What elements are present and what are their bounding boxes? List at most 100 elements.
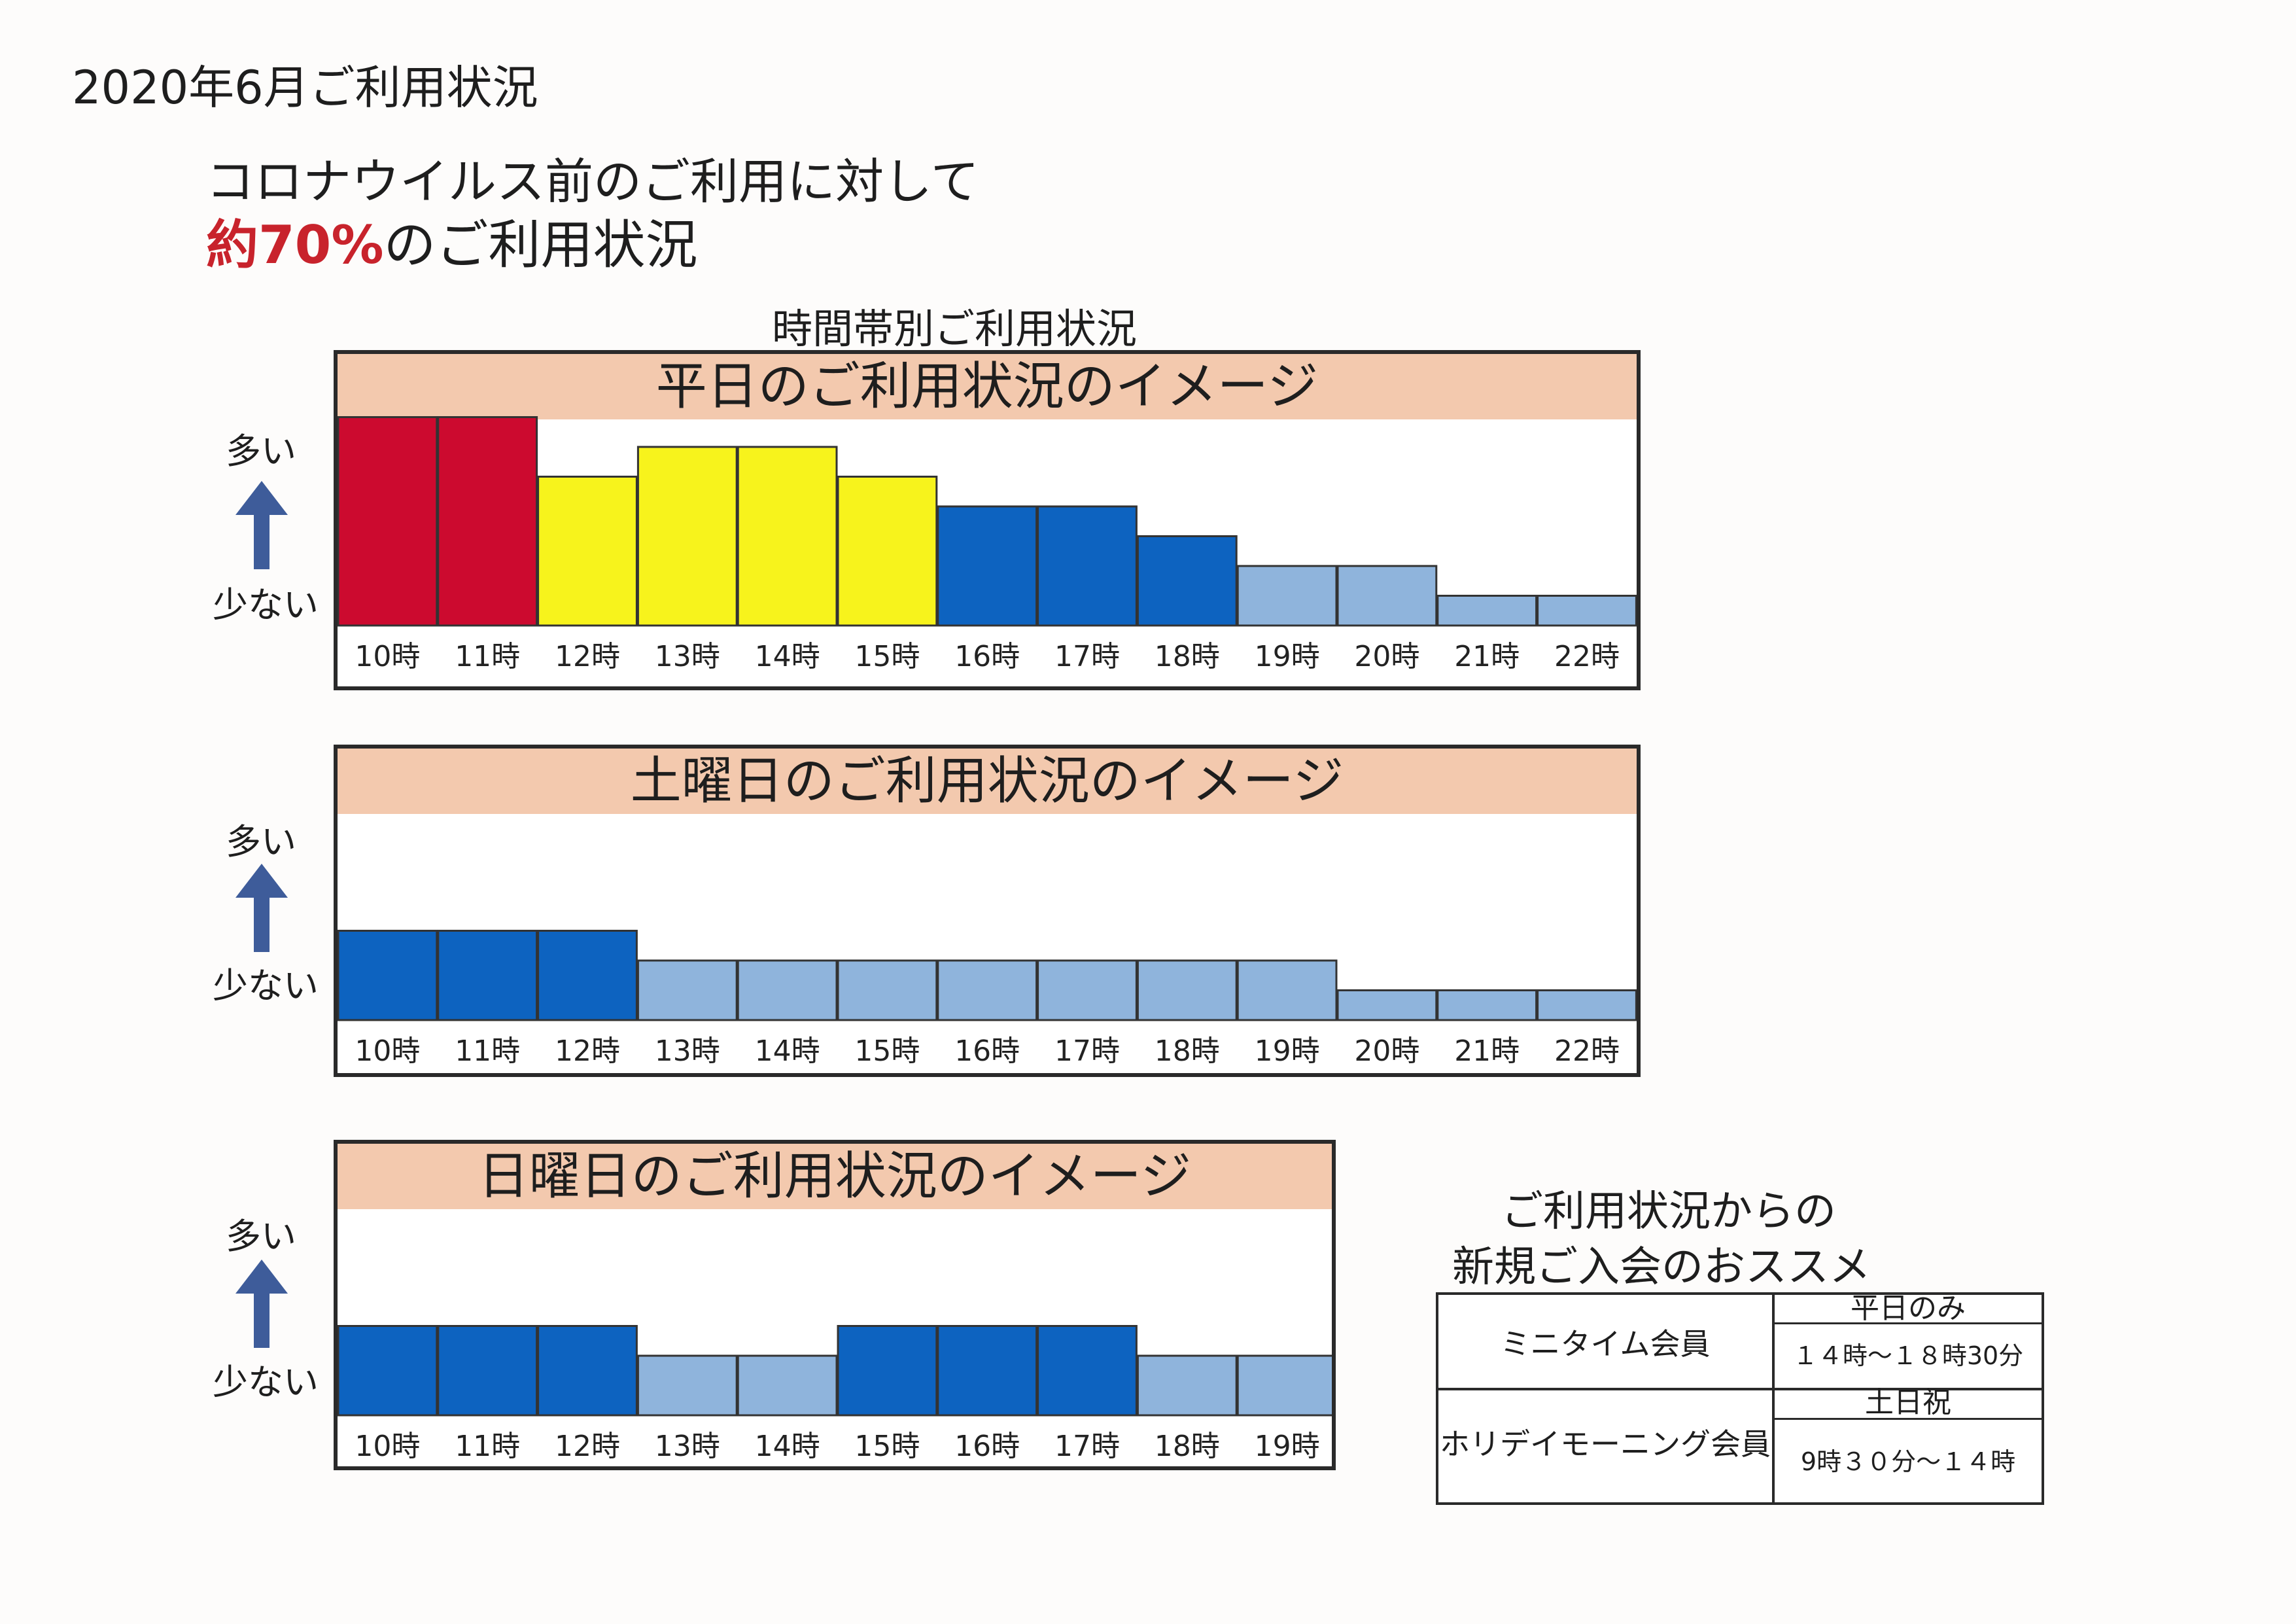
weekday-bar-16時 xyxy=(937,505,1038,627)
plan-name-holiday-morning: ホリデイモーニング会員 xyxy=(1440,1426,1771,1462)
weekday-chart-title: 平日のご利用状況のイメージ xyxy=(338,354,1637,419)
weekday-tick-label: 15時 xyxy=(854,640,920,673)
sunday-tick-label: 16時 xyxy=(954,1430,1020,1463)
saturday-bar-10時 xyxy=(338,930,438,1021)
saturday-tick-label: 15時 xyxy=(854,1034,920,1068)
saturday-bar-20時 xyxy=(1336,989,1438,1021)
sunday-bar-15時 xyxy=(837,1325,938,1417)
sunday-bar-16時 xyxy=(937,1325,1038,1417)
weekday-bar-15時 xyxy=(837,476,938,627)
weekday-up-arrow-icon xyxy=(235,481,288,569)
sunday-up-arrow-icon xyxy=(235,1260,288,1348)
saturday-tick-label: 20時 xyxy=(1354,1034,1419,1068)
saturday-tick-label: 10時 xyxy=(355,1034,420,1068)
saturday-bar-19時 xyxy=(1236,959,1338,1021)
saturday-tick-label: 11時 xyxy=(455,1034,520,1068)
sunday-chart-panel: 日曜日のご利用状況のイメージ 10時 11時 12時 13時 14時 15時 16時 17時 1… xyxy=(334,1140,1336,1470)
sunday-tick-label: 13時 xyxy=(655,1430,720,1463)
saturday-y-high-label: 多い xyxy=(226,821,296,862)
weekday-tick-label: 22時 xyxy=(1554,640,1620,673)
saturday-bar-14時 xyxy=(737,959,838,1021)
weekday-bar-13時 xyxy=(636,446,738,627)
weekday-tick-label: 11時 xyxy=(455,640,520,673)
weekday-bar-22時 xyxy=(1537,595,1637,627)
saturday-tick-label: 17時 xyxy=(1054,1034,1120,1068)
saturday-y-low-label: 少ない xyxy=(213,965,319,1006)
chart-section-title: 時間帯別ご利用状況 xyxy=(772,305,1138,353)
weekday-tick-label: 13時 xyxy=(655,640,720,673)
weekday-bar-18時 xyxy=(1136,535,1238,627)
saturday-bar-13時 xyxy=(636,959,738,1021)
sunday-tick-label: 18時 xyxy=(1155,1430,1220,1463)
saturday-chart-panel: 土曜日のご利用状況のイメージ 10時 11時 12時 13時 14時 15時 16時 17時 1… xyxy=(334,745,1641,1077)
saturday-tick-label: 18時 xyxy=(1155,1034,1220,1068)
weekday-chart-panel: 平日のご利用状況のイメージ 10時 11時 12時 13時 14時 15時 16時 17時 18… xyxy=(334,350,1641,690)
saturday-bar-15時 xyxy=(837,959,938,1021)
weekday-tick-label: 10時 xyxy=(355,640,420,673)
plan-hours-minitime: １４時～１８時30分 xyxy=(1792,1341,2024,1370)
page-title: 2020年6月ご利用状況 xyxy=(72,61,538,115)
saturday-up-arrow-icon xyxy=(235,864,288,952)
plan-days-minitime: 平日のみ xyxy=(1851,1292,1966,1325)
weekday-bar-chart: 10時 11時 12時 13時 14時 15時 16時 17時 18時 19時 20時 21時 22時 xyxy=(338,416,1637,673)
table-divider-sub-2 xyxy=(1775,1418,2042,1420)
weekday-bar-21時 xyxy=(1436,595,1538,627)
sunday-bar-11時 xyxy=(437,1325,538,1417)
saturday-bar-21時 xyxy=(1436,989,1538,1021)
saturday-tick-label: 21時 xyxy=(1454,1034,1520,1068)
weekday-tick-label: 18時 xyxy=(1155,640,1220,673)
sunday-bar-10時 xyxy=(338,1325,438,1417)
saturday-bar-22時 xyxy=(1537,989,1637,1021)
table-divider-horizontal xyxy=(1438,1388,2042,1390)
saturday-bar-16時 xyxy=(937,959,1038,1021)
weekday-tick-label: 16時 xyxy=(954,640,1020,673)
table-divider-sub-1 xyxy=(1775,1322,2042,1324)
weekday-tick-label: 21時 xyxy=(1454,640,1520,673)
plan-hours-holiday-morning: 9時３０分～１４時 xyxy=(1800,1447,2016,1476)
weekday-y-low-label: 少ない xyxy=(213,584,319,626)
weekday-bar-11時 xyxy=(437,416,538,627)
recommendation-table: ミニタイム会員 平日のみ １４時～１８時30分 ホリデイモーニング会員 土日祝 … xyxy=(1436,1292,2044,1505)
saturday-bar-18時 xyxy=(1136,959,1238,1021)
saturday-tick-label: 13時 xyxy=(655,1034,720,1068)
plan-name-minitime: ミニタイム会員 xyxy=(1500,1326,1711,1362)
weekday-tick-label: 17時 xyxy=(1054,640,1120,673)
weekday-tick-label: 20時 xyxy=(1354,640,1419,673)
recommendation-title-line2: 新規ご入会のおススメ xyxy=(1452,1243,1871,1292)
saturday-tick-label: 16時 xyxy=(954,1034,1020,1068)
saturday-bar-11時 xyxy=(437,930,538,1021)
sunday-y-high-label: 多い xyxy=(226,1216,296,1257)
weekday-bar-20時 xyxy=(1336,565,1438,627)
sunday-tick-label: 12時 xyxy=(555,1430,620,1463)
sunday-bar-14時 xyxy=(737,1354,838,1417)
saturday-bar-17時 xyxy=(1037,959,1138,1021)
sunday-bar-17時 xyxy=(1037,1325,1138,1417)
headline-line2: 約70%のご利用状況 xyxy=(206,203,697,279)
sunday-chart-title: 日曜日のご利用状況のイメージ xyxy=(338,1144,1332,1209)
weekday-tick-label: 14時 xyxy=(755,640,820,673)
sunday-bar-19時 xyxy=(1236,1354,1332,1417)
weekday-bar-19時 xyxy=(1236,565,1338,627)
weekday-bar-10時 xyxy=(338,416,438,627)
recommendation-title-line1: ご利用状況からの xyxy=(1501,1188,1836,1236)
sunday-tick-label: 19時 xyxy=(1255,1430,1320,1463)
sunday-y-low-label: 少ない xyxy=(213,1362,319,1403)
sunday-tick-label: 14時 xyxy=(755,1430,820,1463)
table-divider-vertical xyxy=(1772,1295,1775,1502)
weekday-y-high-label: 多い xyxy=(226,431,296,472)
sunday-tick-label: 15時 xyxy=(854,1430,920,1463)
saturday-tick-label: 14時 xyxy=(755,1034,820,1068)
sunday-bar-chart: 10時 11時 12時 13時 14時 15時 16時 17時 18時 19時 xyxy=(338,1325,1332,1463)
sunday-bar-13時 xyxy=(636,1354,738,1417)
sunday-tick-label: 17時 xyxy=(1054,1430,1120,1463)
weekday-bar-17時 xyxy=(1037,505,1138,627)
sunday-bar-12時 xyxy=(537,1325,638,1417)
saturday-tick-label: 12時 xyxy=(555,1034,620,1068)
weekday-tick-label: 19時 xyxy=(1255,640,1320,673)
saturday-tick-label: 22時 xyxy=(1554,1034,1620,1068)
weekday-bar-14時 xyxy=(737,446,838,627)
weekday-bar-12時 xyxy=(537,476,638,627)
saturday-bar-chart: 10時 11時 12時 13時 14時 15時 16時 17時 18時 19時 20時 21時 22時 xyxy=(338,930,1637,1068)
headline-line1: コロナウイルス前のご利用に対して xyxy=(206,154,979,210)
headline-rest: のご利用状況 xyxy=(383,215,698,275)
